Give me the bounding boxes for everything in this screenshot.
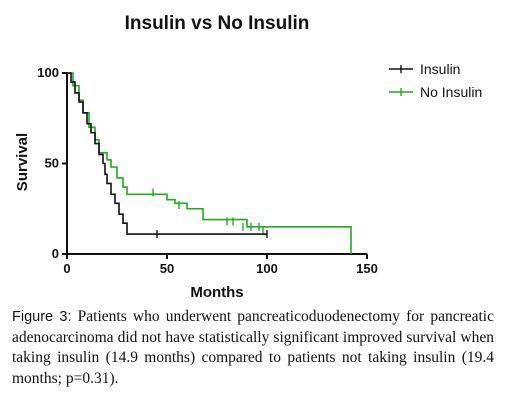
legend: Insulin No Insulin xyxy=(389,61,482,100)
caption-label: Figure 3: xyxy=(12,309,72,325)
caption-text: Patients who underwent pancreaticoduoden… xyxy=(12,308,494,387)
x-tick-label: 0 xyxy=(63,261,70,276)
insulin-survival-line xyxy=(67,72,267,235)
y-tick-label: 100 xyxy=(37,65,59,80)
x-axis-label: Months xyxy=(190,284,243,300)
y-axis-label: Survival xyxy=(14,133,31,191)
axes: 0 50 100 150 0 50 100 xyxy=(37,65,378,276)
chart-title: Insulin vs No Insulin xyxy=(125,13,310,34)
plot-area xyxy=(67,72,352,254)
insulin-legend-label: Insulin xyxy=(420,61,460,77)
no-insulin-survival-line xyxy=(67,72,352,254)
chart-svg: Insulin vs No Insulin Months Survival 0 5… xyxy=(14,13,482,300)
no-insulin-legend-label: No Insulin xyxy=(420,84,482,100)
y-tick-label: 0 xyxy=(52,246,59,261)
x-tick-label: 150 xyxy=(356,261,378,276)
x-tick-label: 50 xyxy=(160,261,174,276)
x-tick-label: 100 xyxy=(256,261,278,276)
y-tick-label: 50 xyxy=(45,156,59,171)
survival-chart: Insulin vs No Insulin Months Survival 0 5… xyxy=(14,13,482,300)
figure-caption: Figure 3: Patients who underwent pancrea… xyxy=(12,307,494,389)
